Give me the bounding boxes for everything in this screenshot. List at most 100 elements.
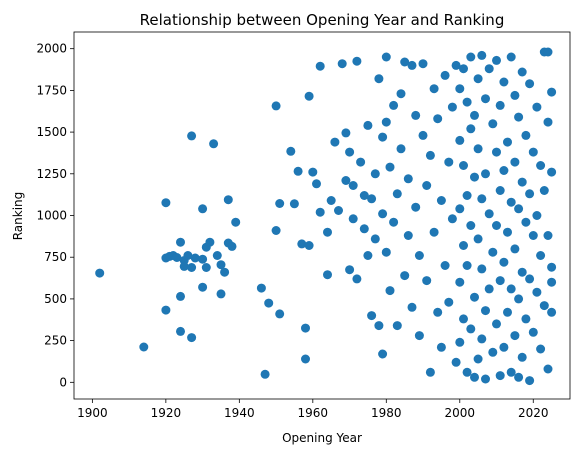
- data-point: [499, 257, 509, 267]
- x-axis-ticks: 1900 1920 1940 1960 1980 2000 2020: [77, 399, 549, 420]
- data-point: [205, 237, 215, 247]
- data-point: [433, 307, 443, 317]
- data-point: [411, 202, 421, 212]
- data-point: [297, 239, 307, 249]
- data-point: [517, 352, 527, 362]
- data-point: [503, 227, 512, 237]
- data-point: [223, 195, 233, 205]
- data-point: [499, 166, 509, 175]
- data-point: [414, 331, 424, 341]
- data-point: [216, 260, 226, 270]
- data-point: [275, 199, 285, 208]
- data-point: [176, 237, 185, 247]
- data-point: [462, 261, 472, 270]
- data-point: [510, 331, 520, 341]
- data-point: [481, 94, 490, 104]
- data-point: [521, 217, 531, 227]
- data-point: [488, 247, 498, 257]
- data-point: [381, 247, 391, 257]
- data-point: [378, 349, 388, 359]
- data-point: [356, 157, 366, 167]
- data-point: [378, 209, 388, 219]
- y-tick-label: 1000: [36, 209, 67, 223]
- data-point: [543, 47, 553, 57]
- data-point: [547, 307, 557, 317]
- data-point: [187, 333, 197, 343]
- data-point: [543, 231, 553, 240]
- data-point: [190, 253, 200, 263]
- data-point: [473, 234, 483, 244]
- data-point: [392, 321, 402, 331]
- x-tick-label: 1980: [371, 406, 402, 420]
- data-point: [271, 226, 281, 235]
- data-point: [367, 311, 377, 321]
- data-point: [286, 146, 296, 156]
- data-point: [179, 261, 189, 271]
- data-point: [466, 221, 476, 230]
- data-point: [337, 59, 347, 69]
- data-point: [370, 234, 380, 244]
- data-point: [539, 186, 549, 195]
- data-point: [315, 61, 325, 71]
- data-point: [95, 268, 105, 278]
- data-point: [345, 265, 355, 275]
- data-point: [381, 52, 391, 62]
- data-point: [510, 157, 520, 167]
- data-point: [161, 305, 171, 315]
- data-point: [470, 110, 479, 120]
- data-point: [492, 319, 501, 329]
- data-point: [488, 347, 498, 357]
- x-tick-label: 1940: [224, 406, 255, 420]
- data-point: [440, 261, 450, 270]
- data-point: [201, 263, 211, 272]
- data-point: [543, 117, 553, 127]
- points-layer: [95, 47, 557, 386]
- data-point: [312, 179, 321, 189]
- data-point: [488, 119, 498, 129]
- data-point: [389, 217, 399, 227]
- data-point: [484, 64, 494, 74]
- data-point: [293, 166, 303, 176]
- data-point: [403, 231, 413, 240]
- data-point: [481, 306, 490, 316]
- data-point: [209, 139, 219, 149]
- data-point: [418, 130, 428, 140]
- data-point: [308, 167, 318, 177]
- data-point: [477, 334, 487, 344]
- y-tick-label: 250: [44, 334, 67, 348]
- data-point: [528, 147, 538, 157]
- data-point: [385, 162, 395, 172]
- data-point: [477, 50, 487, 60]
- data-point: [433, 114, 443, 124]
- data-point: [477, 264, 487, 274]
- data-point: [172, 253, 182, 262]
- data-point: [260, 369, 270, 379]
- data-point: [385, 286, 395, 296]
- data-point: [466, 124, 476, 134]
- data-point: [447, 214, 457, 224]
- y-tick-label: 750: [44, 250, 67, 264]
- data-point: [506, 367, 516, 377]
- data-point: [532, 102, 542, 112]
- data-point: [503, 137, 512, 147]
- data-point: [400, 57, 410, 67]
- data-point: [341, 128, 351, 138]
- data-point: [462, 191, 472, 200]
- data-point: [451, 357, 461, 367]
- data-point: [525, 79, 535, 89]
- data-point: [499, 342, 509, 352]
- data-point: [447, 102, 457, 112]
- data-point: [536, 251, 546, 260]
- data-point: [341, 176, 351, 185]
- data-point: [389, 100, 399, 110]
- x-tick-label: 1900: [77, 406, 108, 420]
- data-point: [492, 221, 501, 230]
- y-tick-label: 1750: [36, 83, 67, 97]
- data-point: [459, 161, 468, 170]
- y-tick-label: 2000: [36, 42, 67, 56]
- data-point: [403, 174, 413, 184]
- data-point: [330, 137, 340, 147]
- data-point: [374, 74, 384, 84]
- data-point: [525, 189, 535, 199]
- data-point: [473, 74, 483, 84]
